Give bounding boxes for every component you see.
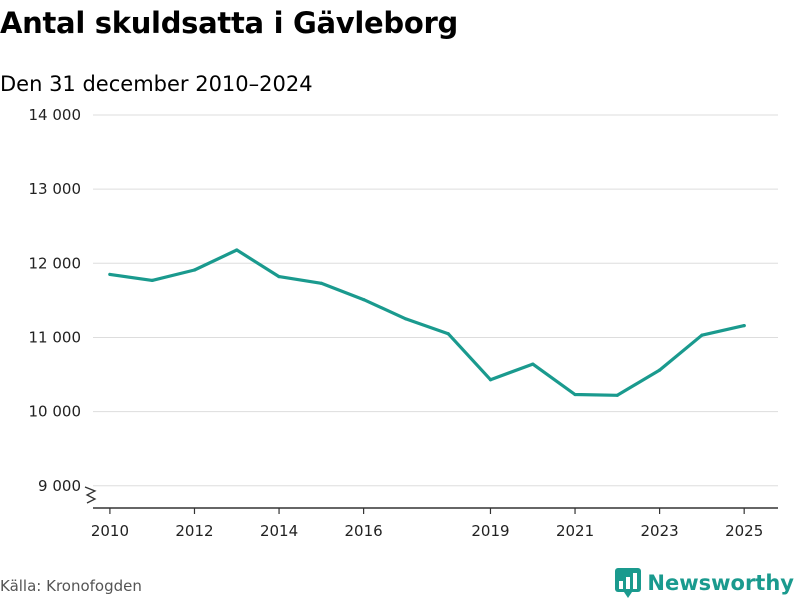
- x-tick-label: 2019: [471, 522, 509, 540]
- data-point: [573, 392, 577, 397]
- x-tick-label: 2010: [91, 522, 129, 540]
- data-point: [700, 333, 704, 337]
- brand-name: Newsworthy: [647, 571, 794, 595]
- data-point: [108, 272, 112, 277]
- y-tick-label: 11 000: [29, 328, 82, 346]
- data-point: [615, 393, 619, 397]
- x-tick-label: 2012: [175, 522, 213, 540]
- data-point: [446, 332, 450, 336]
- y-tick-label: 10 000: [29, 403, 82, 421]
- x-tick-label: 2016: [345, 522, 383, 540]
- x-tick-label: 2025: [725, 522, 763, 540]
- data-point: [658, 368, 662, 372]
- source-note: Källa: Kronofogden: [0, 577, 142, 595]
- data-point: [362, 298, 366, 302]
- chart-subtitle: Den 31 december 2010–2024: [0, 72, 313, 96]
- data-point: [150, 278, 154, 282]
- data-point: [277, 275, 281, 279]
- x-tick-label: 2023: [641, 522, 679, 540]
- x-tick-label: 2014: [260, 522, 298, 540]
- data-point: [319, 281, 323, 285]
- x-tick-label: 2021: [556, 522, 594, 540]
- data-point: [742, 323, 746, 328]
- y-tick-label: 9 000: [38, 477, 81, 495]
- y-tick-label: 13 000: [29, 180, 82, 198]
- chart-title: Antal skuldsatta i Gävleborg: [0, 6, 458, 40]
- data-point: [404, 317, 408, 321]
- newsworthy-icon: [615, 568, 642, 598]
- data-point: [488, 378, 493, 382]
- data-point: [235, 248, 239, 252]
- data-point: [192, 268, 197, 272]
- series-line: [108, 248, 746, 397]
- y-tick-label: 12 000: [29, 254, 82, 272]
- newsworthy-logo: Newsworthy: [615, 568, 794, 598]
- data-point: [531, 362, 535, 366]
- y-tick-label: 14 000: [29, 106, 82, 124]
- axis-break-marker: [84, 486, 97, 504]
